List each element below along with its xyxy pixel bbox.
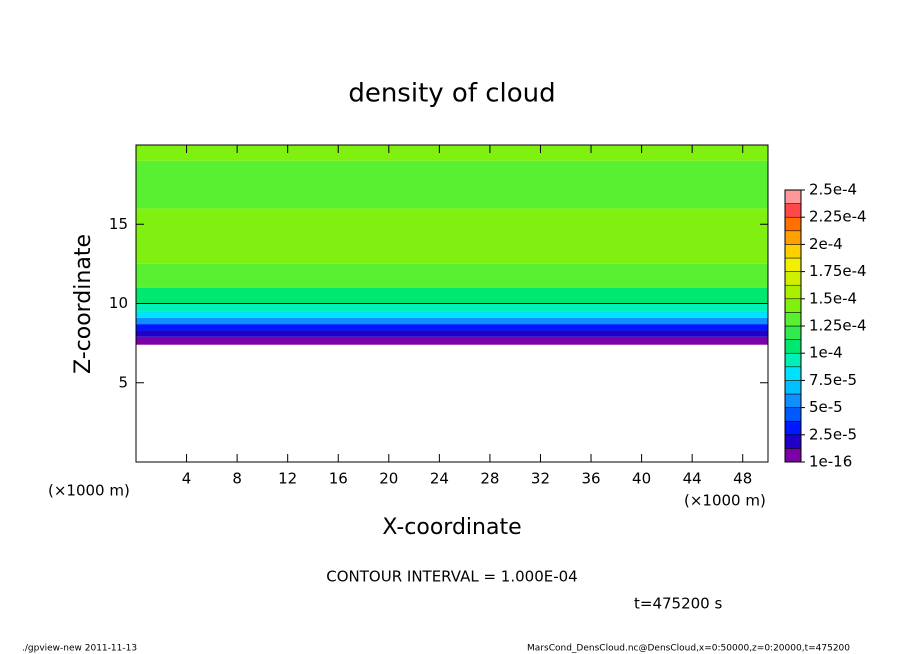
x-unit: (×1000 m) [684,492,766,510]
x-tick-label: 12 [278,470,297,488]
heat-cell [136,336,768,345]
colorbar-box [784,230,802,245]
heat-cell [136,263,768,288]
footer: MarsCond_DensCloud.nc@DensCloud,x=0:5000… [527,644,850,654]
colorbar-box [784,257,802,272]
heat-cell [136,287,768,304]
colorbar-box [784,339,802,354]
colorbar-label: 5e-5 [809,398,843,416]
colorbar-box [784,284,802,300]
colorbar-label: 1e-4 [809,344,843,362]
heat-cell [136,145,768,161]
colorbar-box [784,434,802,449]
contour-note: CONTOUR INTERVAL = 1.000E-04 [326,568,577,586]
time-note: t=475200 s [634,595,722,613]
x-tick-label: 4 [182,470,192,488]
colorbar-label: 7.5e-5 [809,371,857,389]
colorbar-label: 2.5e-5 [809,425,857,443]
colorbar-box [784,448,802,463]
heat-cell [136,303,768,312]
x-tick-label: 8 [232,470,242,488]
x-tick-label: 28 [480,470,499,488]
colorbar-box [784,298,802,313]
colorbar-box [784,393,802,408]
y-tick-label: 10 [109,294,128,312]
heat-cell [136,208,768,264]
y-tick-label: 5 [118,373,128,391]
x-tick-label: 20 [379,470,398,488]
colorbar-box [784,407,802,422]
heat-cell [136,330,768,337]
colorbar-box [784,325,802,340]
colorbar-box [784,271,802,286]
colorbar-label: 2e-4 [809,235,843,253]
colorbar-label: 1.25e-4 [809,317,867,335]
colorbar-box [784,352,802,368]
heat-cell [136,311,768,318]
x-tick-label: 24 [430,470,449,488]
x-tick-label: 36 [581,470,600,488]
x-unit: (×1000 m) [48,482,130,500]
x-tick-label: 32 [531,470,550,488]
x-tick-label: 48 [733,470,752,488]
x-axis-label: X-coordinate [382,515,521,540]
chart-title: density of cloud [348,79,555,109]
colorbar-box [784,366,802,381]
heat-cell [136,317,768,325]
heat-cell [136,324,768,331]
colorbar-box [784,380,802,395]
heat-cell [136,160,768,209]
colorbar-label: 2.25e-4 [809,208,867,226]
footer: ./gpview-new 2011-11-13 [22,644,137,654]
colorbar-box [784,216,802,232]
y-axis-label: Z-coordinate [71,234,96,374]
colorbar-label: 1.5e-4 [809,289,857,307]
colorbar-box [784,203,802,218]
colorbar-box [784,312,802,327]
colorbar-box [784,189,802,204]
colorbar-label: 1.75e-4 [809,262,867,280]
colorbar-label: 2.5e-4 [809,181,857,199]
y-tick-label: 15 [109,215,128,233]
x-tick-label: 44 [683,470,702,488]
colorbar-label: 1e-16 [809,453,852,471]
colorbar-box [784,420,802,436]
x-tick-label: 16 [329,470,348,488]
colorbar-box [784,244,802,259]
x-tick-label: 40 [632,470,651,488]
